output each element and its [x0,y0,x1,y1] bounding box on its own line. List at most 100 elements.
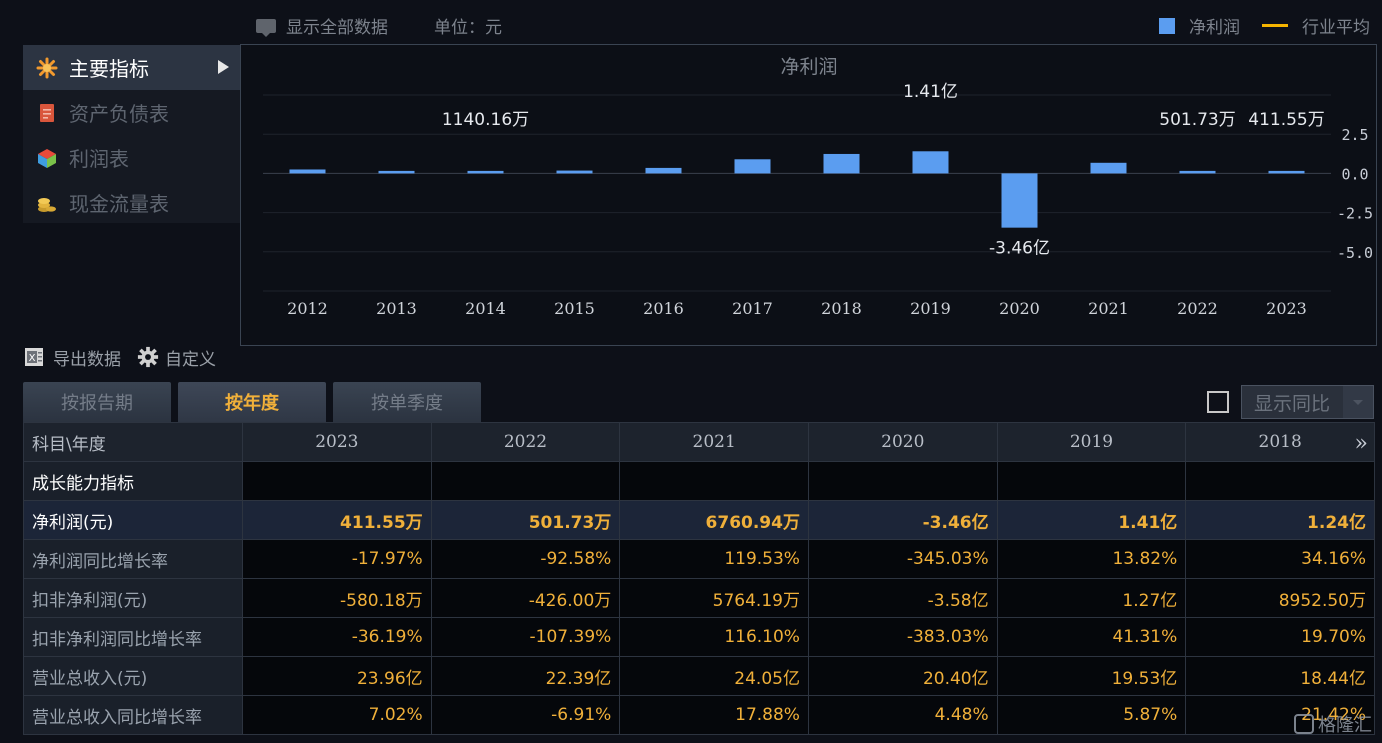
nav-item-label: 利润表 [69,147,129,171]
table-header-year[interactable]: 2019 [996,422,1187,462]
table-header-year[interactable]: 2022 [430,422,621,462]
show-all-data-label: 显示全部数据 [286,18,388,38]
logo-icon [1294,714,1314,734]
table-header-year[interactable]: 2020 [807,422,998,462]
nav-item-label: 资产负债表 [69,102,169,126]
next-columns-icon[interactable]: » [1354,431,1368,456]
gear-icon [137,346,159,368]
table-cell [430,461,621,501]
table-row[interactable]: 扣非净利润(元) -580.18万 -426.00万 5764.19万 -3.58亿 1.… [23,578,1375,618]
row-label: 净利润同比增长率 [23,539,243,579]
period-tabs: 按报告期 按年度 按单季度 [23,382,488,422]
table-row[interactable]: 成长能力指标 [23,461,1375,501]
y-tick-label: 0.0 [1341,165,1368,183]
table-header-subject: 科目\年度 [23,422,243,462]
x-tick-label: 2020 [999,299,1040,318]
table-cell: 13.82% [996,539,1187,579]
x-tick-label: 2018 [821,299,862,318]
y-tick-label: -2.5 [1337,205,1373,223]
coins-icon [35,191,59,215]
document-icon [35,101,59,125]
table-header-year[interactable]: 2018 » [1185,422,1375,462]
table-cell: 19.53亿 [996,656,1187,696]
indicator-table: 科目\年度 2023 2022 2021 2020 2019 2018 » 成长能… [23,422,1375,735]
export-data-label: 导出数据 [53,349,121,370]
nav-item-cash-flow[interactable]: 现金流量表 [23,180,241,225]
bar-2022 [1179,170,1216,174]
bar-2015 [556,170,593,174]
table-row[interactable]: 营业总收入(元) 23.96亿 22.39亿 24.05亿 20.40亿 19.53亿 18… [23,656,1375,696]
table-cell: -92.58% [430,539,621,579]
table-cell: -426.00万 [430,578,621,618]
bar-2019 [912,151,949,174]
table-cell: 411.55万 [242,500,432,540]
nav-item-income-statement[interactable]: 利润表 [23,135,241,180]
data-label: -3.46亿 [989,239,1050,259]
table-header-year[interactable]: 2021 [619,422,809,462]
table-cell: 34.16% [1185,539,1375,579]
nav-item-label: 主要指标 [69,57,149,81]
x-tick-label: 2013 [376,299,417,318]
table-cell: 18.44亿 [1185,656,1375,696]
row-label: 扣非净利润同比增长率 [23,617,243,657]
table-header-year[interactable]: 2023 [242,422,432,462]
table-cell: 7.02% [242,695,432,735]
table-cell: -580.18万 [242,578,432,618]
data-label: 501.73万 [1159,110,1235,130]
table-cell [807,461,998,501]
table-cell: 116.10% [619,617,809,657]
table-cell: -345.03% [807,539,998,579]
show-all-data-toggle[interactable]: 显示全部数据 [256,13,388,38]
x-tick-label: 2012 [287,299,328,318]
table-cell: 23.96亿 [242,656,432,696]
table-cell [996,461,1187,501]
bar-2018 [823,153,860,174]
table-cell: 6760.94万 [619,500,809,540]
yoy-select[interactable]: 显示同比 [1241,385,1374,419]
x-tick-label: 2022 [1177,299,1218,318]
table-header-row: 科目\年度 2023 2022 2021 2020 2019 2018 » [23,422,1375,462]
table-cell: 119.53% [619,539,809,579]
bar-2017 [734,159,771,174]
bar-2021 [1090,162,1127,174]
cube-icon [35,146,59,170]
table-cell: -3.46亿 [807,500,998,540]
table-cell: 24.05亿 [619,656,809,696]
table-cell: -36.19% [242,617,432,657]
row-label: 营业总收入(元) [23,656,243,696]
nav-item-label: 现金流量表 [69,192,169,216]
table-cell [242,461,432,501]
play-arrow-icon [218,60,229,74]
x-tick-label: 2017 [732,299,773,318]
row-label: 成长能力指标 [23,461,243,501]
legend-industry-avg-label[interactable]: 行业平均 [1302,18,1370,38]
tab-by-quarter[interactable]: 按单季度 [333,382,481,422]
table-cell: 19.70% [1185,617,1375,657]
table-row[interactable]: 净利润同比增长率 -17.97% -92.58% 119.53% -345.03% 13.… [23,539,1375,579]
tab-by-report-period[interactable]: 按报告期 [23,382,171,422]
bar-2013 [378,170,415,174]
x-tick-label: 2015 [554,299,595,318]
speech-bubble-icon [256,18,276,37]
top-bar: 显示全部数据 单位：元 净利润 行业平均 [0,0,1382,46]
nav-item-main-indicators[interactable]: 主要指标 [23,45,241,90]
tab-by-year[interactable]: 按年度 [178,382,326,422]
table-cell: -3.58亿 [807,578,998,618]
data-label: 1.41亿 [903,82,958,102]
legend-industry-avg-swatch [1262,24,1288,27]
chevron-down-icon [1343,386,1373,418]
table-cell: 5.87% [996,695,1187,735]
export-data-button[interactable]: X 导出数据 [23,345,121,370]
net-profit-chart: 净利润 2.5 0.0 -2.5 -5.0 2012 2013 2014 2015 2016 201… [240,44,1377,346]
customize-button[interactable]: 自定义 [137,345,216,370]
table-row[interactable]: 扣非净利润同比增长率 -36.19% -107.39% 116.10% -383.03%… [23,617,1375,657]
chart-legend: 净利润 行业平均 [1159,13,1370,38]
data-toolbar: X 导出数据 自定义 [23,343,232,371]
table-row[interactable]: 营业总收入同比增长率 7.02% -6.91% 17.88% 4.48% 5.87% 21.… [23,695,1375,735]
table-cell: 4.48% [807,695,998,735]
nav-item-balance-sheet[interactable]: 资产负债表 [23,90,241,135]
x-tick-label: 2023 [1266,299,1307,318]
table-row[interactable]: 净利润(元) 411.55万 501.73万 6760.94万 -3.46亿 1.41亿 1… [23,500,1375,540]
yoy-checkbox[interactable] [1207,391,1229,413]
legend-net-profit-label[interactable]: 净利润 [1189,18,1240,38]
